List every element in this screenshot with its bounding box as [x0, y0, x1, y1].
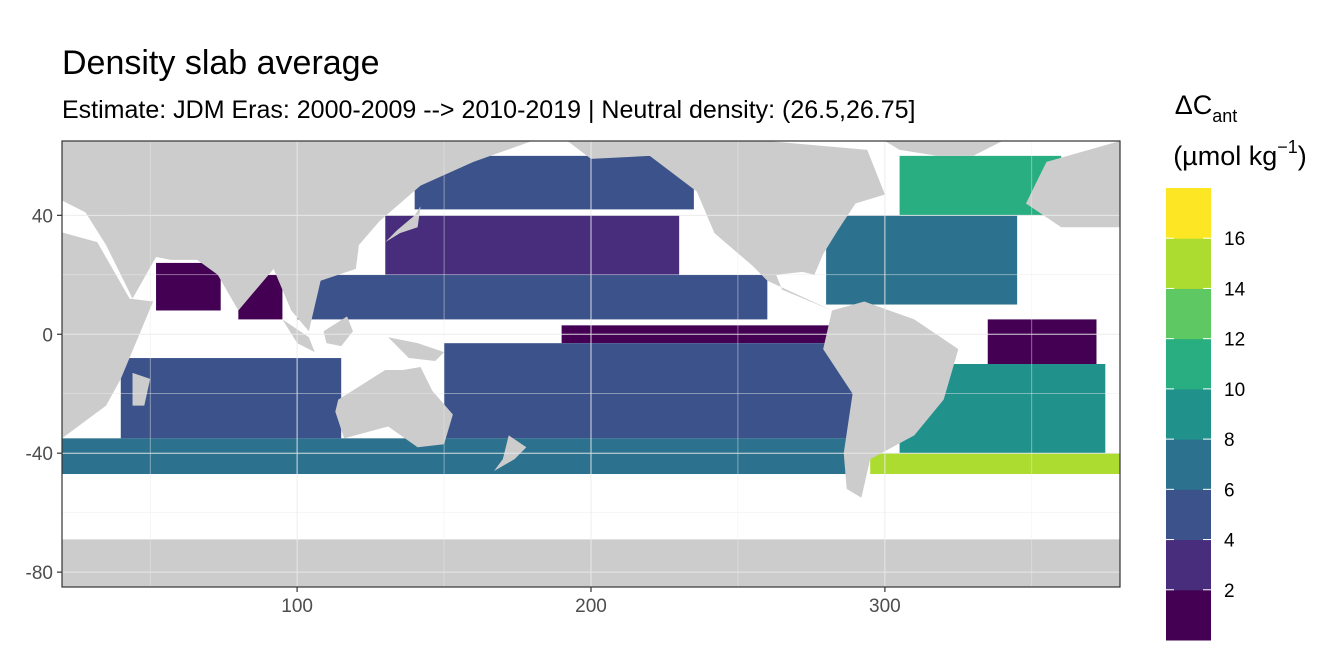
colorbar-swatch	[1166, 439, 1211, 490]
colorbar-label: 6	[1224, 480, 1235, 501]
land-africa	[62, 232, 154, 439]
ocean-region-9	[120, 358, 342, 439]
colorbar-swatch	[1166, 238, 1211, 289]
colorbar-swatch	[1166, 589, 1211, 641]
land-south-america	[823, 301, 959, 498]
land-greenland	[884, 141, 1003, 156]
y-tick-label: -80	[26, 563, 53, 584]
colorbar: 2 4 6 8 10 12 14 16	[1166, 188, 1246, 641]
colorbar-swatch	[1166, 188, 1211, 239]
ocean-region-6	[62, 438, 856, 475]
colorbar-label: 16	[1224, 229, 1245, 250]
ocean-region-7	[156, 262, 221, 311]
colorbar-swatch	[1166, 539, 1211, 591]
y-tick-label: -40	[26, 444, 53, 465]
land-sumatra	[282, 319, 315, 353]
x-tick-label: 300	[869, 596, 901, 617]
colorbar-label: 12	[1224, 330, 1245, 351]
x-tick-label: 100	[281, 596, 313, 617]
legend-title-subscript: ant	[1212, 106, 1237, 126]
y-tick-label: 0	[42, 325, 53, 346]
legend: ΔCant (µmol kg−1) 2 4 6 8 10 12 14 16	[1166, 90, 1307, 641]
colorbar-swatch	[1166, 489, 1211, 541]
land-north-america	[567, 141, 885, 311]
ocean-region-5	[444, 343, 856, 439]
grid-lines	[62, 141, 1120, 587]
colorbar-label: 4	[1224, 531, 1235, 552]
legend-unit-superscript: −1	[1277, 137, 1298, 157]
colorbar-label: 14	[1224, 279, 1246, 300]
x-tick-label: 200	[575, 596, 607, 617]
land-new-guinea	[388, 337, 445, 362]
legend-unit: (µmol kg−1)	[1173, 137, 1307, 171]
ocean-region-14	[870, 453, 1120, 475]
land-australia	[335, 366, 453, 448]
y-axis: 40 0 -40 -80	[26, 206, 62, 584]
colorbar-label: 10	[1224, 380, 1245, 401]
colorbar-label: 8	[1224, 430, 1235, 451]
map-panel: 100 200 300 400-40-80	[26, 140, 1121, 617]
chart-subtitle: Estimate: JDM Eras: 2000-2009 --> 2010-2…	[62, 96, 915, 124]
ocean-region-11	[826, 215, 1018, 305]
colorbar-label: 2	[1224, 581, 1235, 602]
ocean-region-2	[385, 215, 680, 275]
x-axis: 100 200 300	[281, 587, 901, 617]
colorbar-swatch	[1166, 338, 1211, 390]
ocean-region-3	[297, 274, 768, 320]
land-madagascar	[132, 372, 151, 406]
ocean-region-12	[987, 319, 1097, 364]
y-tick-label: 40	[32, 206, 53, 227]
land-europe	[1025, 141, 1120, 228]
chart-title: Density slab average	[62, 44, 380, 82]
colorbar-swatch	[1166, 288, 1211, 340]
legend-title: ΔCant	[1175, 90, 1238, 126]
land-borneo	[323, 316, 353, 347]
land-japan	[385, 206, 421, 243]
colorbar-swatch	[1166, 388, 1211, 440]
